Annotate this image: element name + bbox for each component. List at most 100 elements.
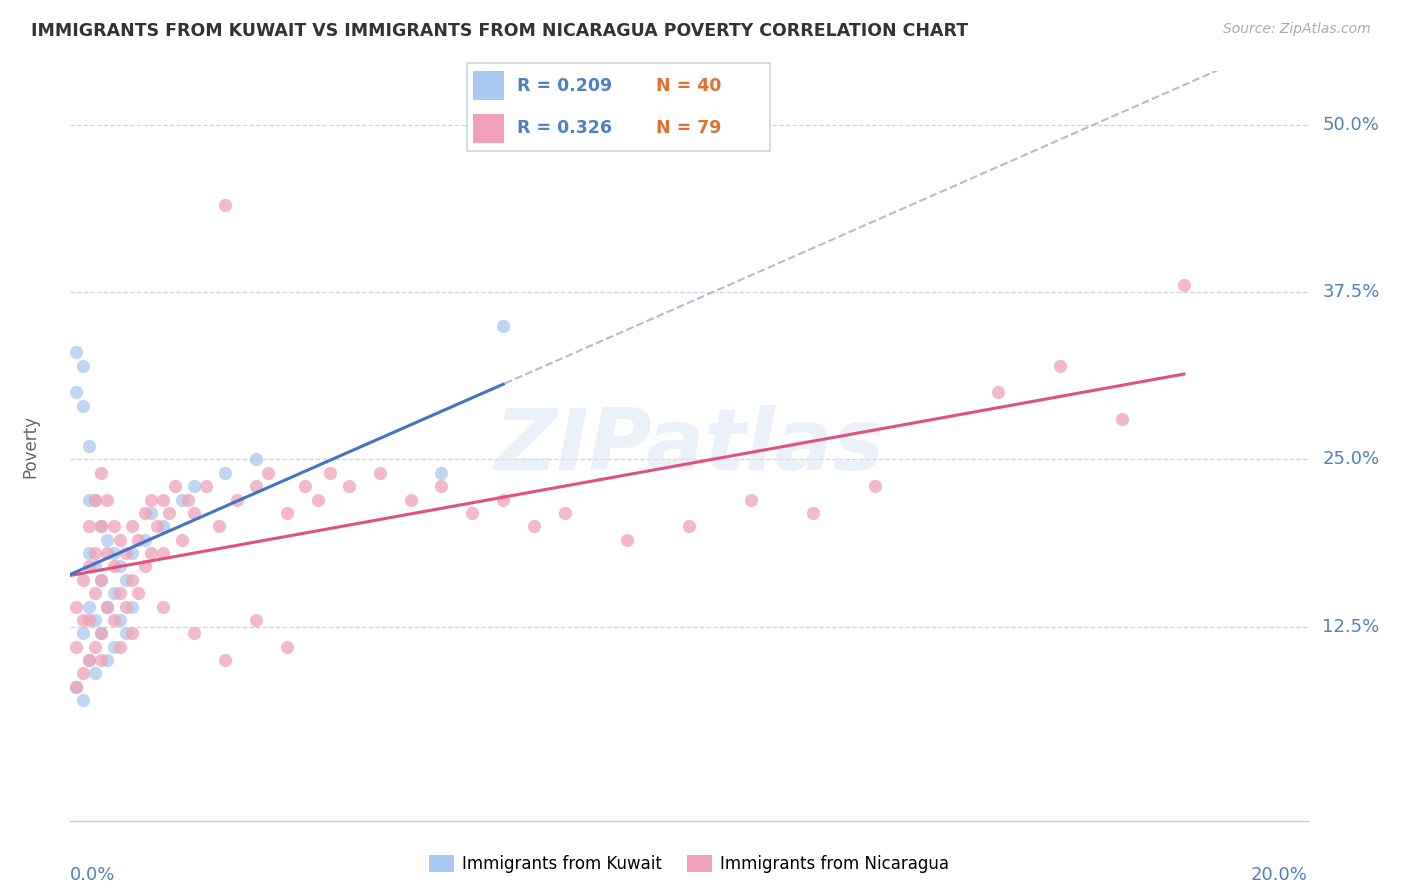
FancyBboxPatch shape [474,71,505,100]
Point [96,546,118,560]
Point [103,586,125,600]
Point [134,533,156,547]
Point [307,492,329,507]
Text: 0.0%: 0.0% [70,865,115,884]
Point [96,599,118,614]
Point [337,479,360,493]
Point [121,519,143,533]
Point [492,492,515,507]
Point [399,492,422,507]
Point [103,613,125,627]
Point [84,586,107,600]
Point [84,492,107,507]
Point [77,613,100,627]
Point [1111,412,1133,426]
Text: 37.5%: 37.5% [1323,283,1379,301]
Text: 25.0%: 25.0% [1323,450,1379,468]
Point [492,318,515,333]
Point [987,385,1010,400]
Point [77,519,100,533]
Point [90,653,112,667]
Text: N = 40: N = 40 [655,77,721,95]
Text: Poverty: Poverty [21,415,39,477]
Text: R = 0.209: R = 0.209 [516,77,612,95]
Point [65,599,87,614]
Point [183,626,205,640]
Point [245,479,267,493]
Point [96,653,118,667]
Point [72,666,94,681]
Point [77,559,100,574]
Point [90,573,112,587]
Point [523,519,546,533]
Point [245,452,267,467]
Point [121,626,143,640]
Point [90,573,112,587]
Point [195,479,218,493]
Point [65,345,87,359]
Point [103,559,125,574]
Point [257,466,280,480]
Point [108,586,131,600]
Point [84,559,107,574]
Text: 20.0%: 20.0% [1251,865,1308,884]
Point [103,519,125,533]
Point [245,613,267,627]
Point [127,533,149,547]
Point [146,519,169,533]
Point [84,666,107,681]
Point [170,492,193,507]
Point [152,519,174,533]
Point [90,519,112,533]
Point [461,506,484,520]
Point [177,492,200,507]
Point [678,519,700,533]
Point [139,506,162,520]
Point [1173,278,1195,293]
Point [72,626,94,640]
Point [115,626,138,640]
Text: 12.5%: 12.5% [1323,617,1379,636]
Point [115,599,138,614]
Text: Source: ZipAtlas.com: Source: ZipAtlas.com [1223,22,1371,37]
Point [72,399,94,413]
Point [214,653,236,667]
Point [77,653,100,667]
Point [65,680,87,694]
FancyBboxPatch shape [467,63,770,151]
Point [108,533,131,547]
Point [77,546,100,560]
Point [276,640,298,654]
FancyBboxPatch shape [474,114,505,143]
Point [276,506,298,520]
Text: ZIPatlas: ZIPatlas [494,404,884,488]
Text: R = 0.326: R = 0.326 [516,120,612,137]
Text: 50.0%: 50.0% [1323,116,1379,134]
Point [96,492,118,507]
Point [72,693,94,707]
Point [115,546,138,560]
Point [84,546,107,560]
Point [90,466,112,480]
Point [121,599,143,614]
Point [108,640,131,654]
Point [84,492,107,507]
Point [84,640,107,654]
Point [183,479,205,493]
Point [134,559,156,574]
Point [134,506,156,520]
Point [139,492,162,507]
Point [72,613,94,627]
Point [214,198,236,212]
Point [165,479,187,493]
Point [103,640,125,654]
Point [108,559,131,574]
Point [801,506,824,520]
Point [65,640,87,654]
Point [152,492,174,507]
Point [226,492,249,507]
Point [84,613,107,627]
Point [103,546,125,560]
Point [157,506,180,520]
Point [430,479,453,493]
